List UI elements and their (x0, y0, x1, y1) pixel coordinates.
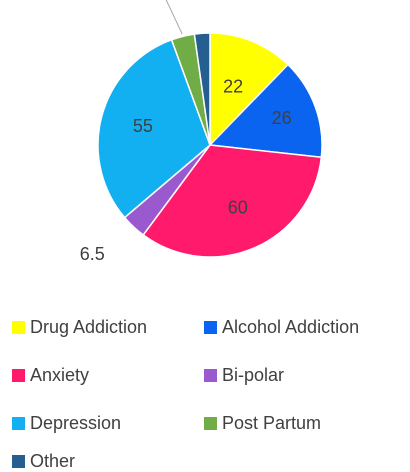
data-label-anxiety: 60 (228, 197, 248, 217)
pie-slice-anxiety (142, 144, 323, 258)
pie-slice-alcohol-addiction (208, 63, 323, 159)
data-label-bi-polar: 6.5 (80, 244, 105, 264)
pie-slice-drug-addiction (209, 32, 290, 147)
leader-line-post-partum (165, 0, 183, 35)
data-label-alcohol-addiction: 26 (272, 108, 292, 128)
pie-slices (97, 32, 323, 258)
leader-lines (165, 0, 183, 35)
pie-slice-depression (97, 38, 211, 219)
data-label-drug-addiction: 22 (223, 77, 243, 97)
pie-slice-other (193, 32, 211, 146)
data-label-depression: 55 (133, 116, 153, 136)
